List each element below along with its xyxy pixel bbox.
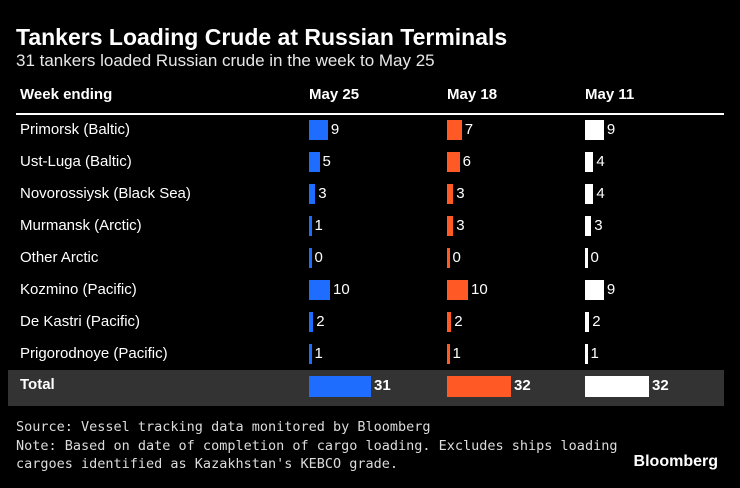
bar-value-label: 1 (314, 217, 323, 234)
bar (309, 344, 312, 364)
header-col-2: May 18 (447, 86, 498, 103)
source-note: Source: Vessel tracking data monitored b… (16, 419, 431, 435)
bar-value-label: 2 (454, 313, 463, 330)
header-week-ending: Week ending (20, 86, 113, 103)
bar-value-label: 2 (592, 313, 601, 330)
bar-value-label: 9 (606, 121, 616, 138)
bar-value-label: 4 (596, 185, 605, 202)
total-value-label: 31 (374, 377, 391, 394)
total-bar (447, 376, 511, 397)
row-label: Kozmino (Pacific) (20, 281, 137, 298)
bar-value-label: 4 (596, 153, 605, 170)
bar-value-label: 3 (456, 217, 465, 234)
bar (447, 184, 454, 204)
bar-value-label: 2 (316, 313, 325, 330)
bar (447, 248, 450, 268)
bar (309, 120, 328, 140)
row-label: Novorossiysk (Black Sea) (20, 185, 191, 202)
bar (447, 280, 468, 300)
bar (585, 280, 604, 300)
bar-value-label: 1 (314, 345, 323, 362)
bar (585, 120, 604, 140)
bar-value-label: 3 (456, 185, 465, 202)
header-col-1: May 25 (309, 86, 360, 103)
bar-value-label: 1 (590, 345, 599, 362)
bar-value-label: 0 (314, 249, 323, 266)
row-label: Prigorodnoye (Pacific) (20, 345, 168, 362)
bar (585, 248, 588, 268)
bar (447, 344, 450, 364)
bar-value-label: 9 (330, 121, 340, 138)
bar (585, 152, 594, 172)
bar-value-label: 7 (464, 121, 474, 138)
footnote-line-1: Note: Based on date of completion of car… (16, 438, 618, 454)
row-label: Other Arctic (20, 249, 99, 266)
row-label: Primorsk (Baltic) (20, 121, 131, 138)
chart-subtitle: 31 tankers loaded Russian crude in the w… (16, 51, 435, 70)
bloomberg-logo: Bloomberg (633, 453, 718, 470)
total-bar (309, 376, 371, 397)
bar-value-label: 10 (333, 281, 350, 298)
bar (585, 344, 588, 364)
bar-value-label: 0 (590, 249, 599, 266)
bar (309, 216, 312, 236)
row-label: Murmansk (Arctic) (20, 217, 142, 234)
bar (309, 184, 316, 204)
bar-value-label: 9 (606, 281, 616, 298)
chart-title: Tankers Loading Crude at Russian Termina… (16, 24, 508, 50)
bar (447, 120, 462, 140)
bar (585, 312, 590, 332)
total-label: Total (20, 376, 55, 393)
bar (585, 184, 594, 204)
row-label: Ust-Luga (Baltic) (20, 153, 132, 170)
total-value-label: 32 (514, 377, 531, 394)
bar (447, 312, 452, 332)
bar (447, 216, 454, 236)
bar (309, 248, 312, 268)
header-col-3: May 11 (585, 86, 635, 103)
bar-value-label: 0 (452, 249, 461, 266)
bar (585, 216, 592, 236)
bar (447, 152, 460, 172)
header-divider (16, 113, 724, 115)
bar (309, 280, 330, 300)
total-value-label: 32 (652, 377, 669, 394)
total-bar (585, 376, 649, 397)
footnote-line-2: cargoes identified as Kazakhstan's KEBCO… (16, 456, 399, 472)
bar (309, 312, 314, 332)
bar-value-label: 10 (471, 281, 488, 298)
bar-value-label: 5 (322, 153, 331, 170)
bar-value-label: 1 (452, 345, 461, 362)
row-label: De Kastri (Pacific) (20, 313, 141, 330)
bar-value-label: 3 (318, 185, 327, 202)
bar (309, 152, 320, 172)
bar-value-label: 3 (594, 217, 603, 234)
bar-value-label: 6 (462, 153, 471, 170)
